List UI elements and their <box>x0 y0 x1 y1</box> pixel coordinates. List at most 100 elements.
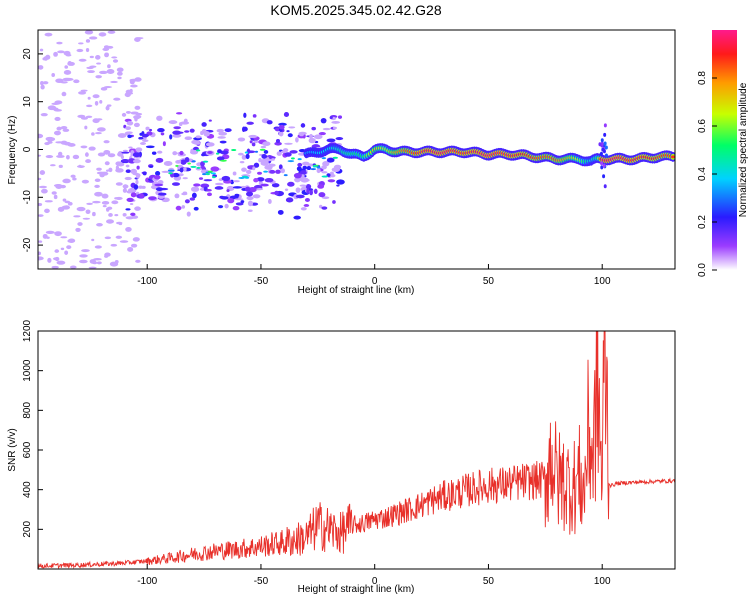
noise-blob <box>189 149 199 155</box>
noise-blob <box>138 136 144 140</box>
noise-blob <box>172 130 182 135</box>
noise-blob <box>47 140 53 144</box>
noise-blob <box>191 192 197 199</box>
noise-blob <box>172 133 182 138</box>
noise-blob <box>286 130 290 133</box>
noise-blob <box>78 42 84 45</box>
noise-blob <box>302 165 307 170</box>
noise-blob <box>88 146 96 151</box>
noise-blob <box>107 153 116 158</box>
noise-blob <box>94 184 100 189</box>
noise-blob <box>139 132 143 136</box>
noise-blob <box>104 254 109 258</box>
y-tick-label: 200 <box>22 521 33 538</box>
x-tick-label: 0 <box>372 276 378 287</box>
noise-blob <box>237 137 246 142</box>
noise-blob <box>62 128 70 132</box>
noise-blob <box>54 116 61 121</box>
noise-blob <box>217 136 226 139</box>
x-tick-label: 100 <box>594 576 611 587</box>
noise-blob <box>145 126 150 131</box>
noise-blob <box>133 184 139 190</box>
spike-blob <box>602 174 606 179</box>
noise-blob <box>311 126 316 131</box>
noise-blob <box>181 205 186 209</box>
noise-blob <box>113 97 121 101</box>
noise-blob <box>249 140 253 144</box>
noise-blob <box>92 261 98 265</box>
noise-blob <box>173 126 181 130</box>
noise-blob <box>89 36 98 40</box>
colorbar-tick-label: 0.0 <box>697 263 708 277</box>
signal-speck <box>168 172 173 175</box>
noise-blob <box>43 56 48 61</box>
noise-blob <box>53 108 62 112</box>
noise-blob <box>320 117 327 124</box>
noise-blob <box>221 175 231 182</box>
noise-blob <box>151 151 157 155</box>
noise-blob <box>107 64 111 69</box>
noise-blob <box>119 240 129 243</box>
noise-blob <box>142 171 147 176</box>
noise-blob <box>179 150 184 156</box>
signal-speck <box>202 173 207 176</box>
noise-blob <box>134 206 141 211</box>
noise-blob <box>112 59 119 63</box>
noise-blob <box>96 167 102 171</box>
signal-speck <box>332 156 338 159</box>
noise-blob <box>189 128 195 133</box>
noise-blob <box>87 96 91 100</box>
noise-blob <box>306 188 310 194</box>
noise-blob <box>94 100 99 106</box>
noise-blob <box>111 200 119 205</box>
noise-blob <box>149 165 154 168</box>
noise-blob <box>302 161 310 166</box>
signal-speck <box>259 148 266 151</box>
noise-blob <box>80 89 88 92</box>
signal-speck <box>205 173 210 176</box>
noise-blob <box>53 194 58 200</box>
noise-blob <box>60 125 68 130</box>
noise-blob <box>108 167 113 173</box>
noise-blob <box>172 172 180 178</box>
noise-blob <box>232 205 240 211</box>
noise-blob <box>317 184 325 189</box>
noise-blob <box>51 102 60 106</box>
noise-blob <box>175 205 182 211</box>
noise-blob <box>76 206 86 212</box>
noise-blob <box>105 45 114 49</box>
noise-blob <box>195 135 201 139</box>
noise-blob <box>321 165 327 170</box>
noise-blob <box>60 247 65 251</box>
noise-blob <box>256 177 265 182</box>
noise-blob <box>53 51 58 57</box>
noise-blob <box>332 200 336 204</box>
noise-blob <box>278 124 285 130</box>
noise-blob <box>130 212 136 216</box>
noise-blob <box>86 104 93 108</box>
noise-blob <box>288 126 296 129</box>
noise-blob <box>96 261 102 265</box>
noise-blob <box>214 182 224 186</box>
noise-blob <box>77 222 83 226</box>
noise-blob <box>274 190 279 196</box>
noise-blob <box>285 197 294 203</box>
noise-blob <box>293 215 301 220</box>
noise-blob <box>239 160 245 164</box>
noise-blob <box>180 121 190 125</box>
noise-blob <box>56 154 65 158</box>
noise-blob <box>262 141 271 147</box>
snr-xlabel: Height of straight line (km) <box>298 584 415 595</box>
noise-blob <box>322 161 330 167</box>
noise-blob <box>85 47 90 53</box>
noise-blob <box>296 166 302 172</box>
noise-blob <box>38 214 44 217</box>
noise-blob <box>178 122 183 127</box>
signal-speck <box>238 176 245 179</box>
signal-speck <box>190 165 197 168</box>
noise-blob <box>89 55 94 59</box>
signal-speck <box>312 165 317 168</box>
noise-blob <box>54 231 62 237</box>
noise-blob <box>102 47 110 51</box>
noise-blob <box>155 157 164 163</box>
